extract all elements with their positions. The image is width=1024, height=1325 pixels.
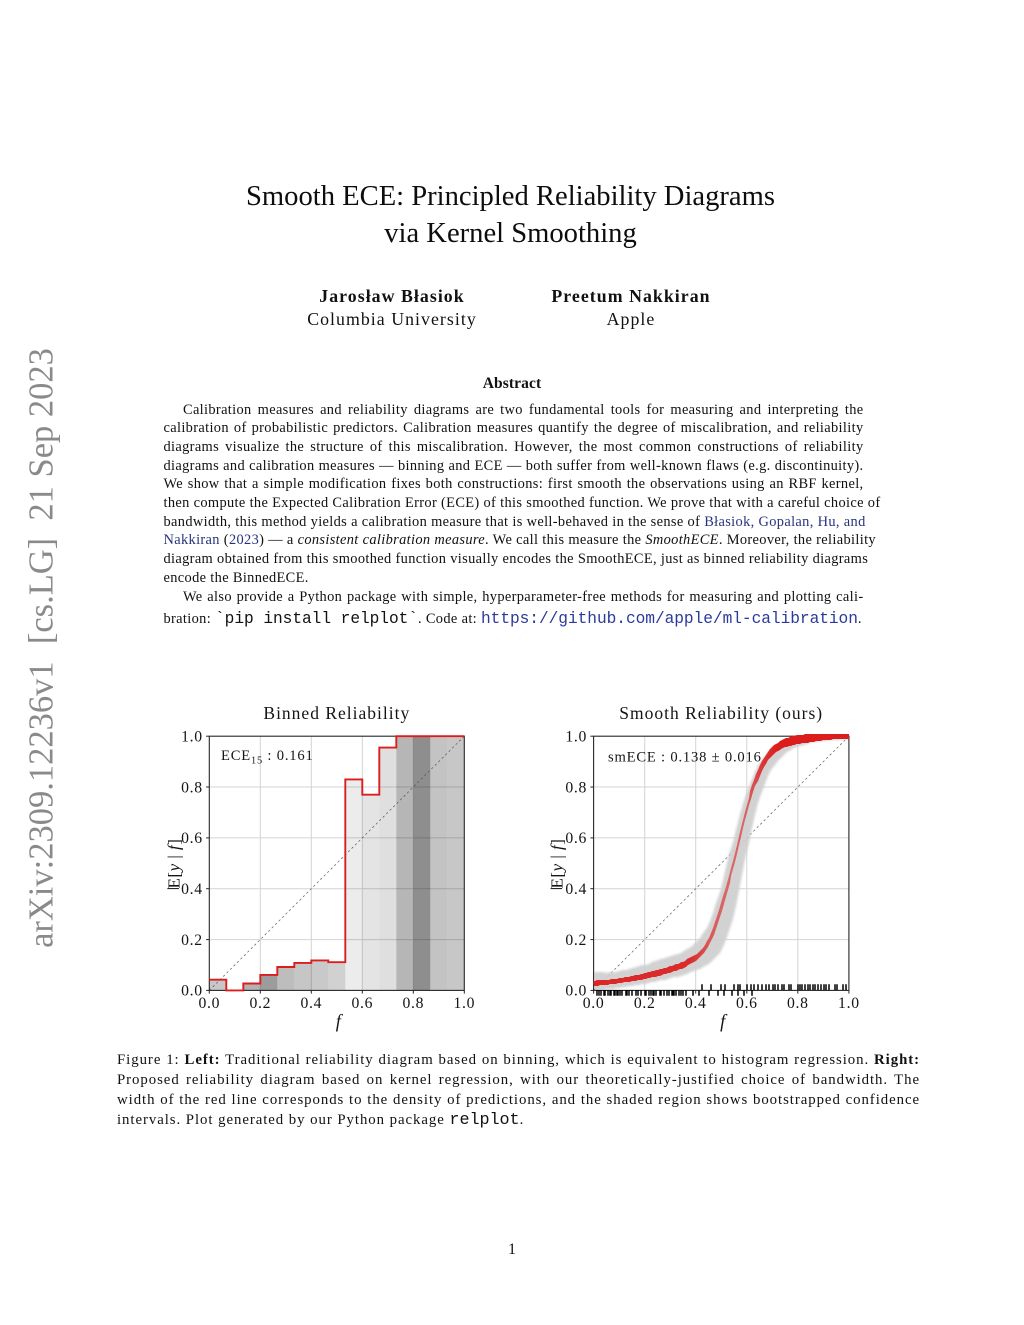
svg-text:0.6: 0.6	[181, 830, 203, 847]
svg-text:0.2: 0.2	[181, 932, 203, 949]
svg-text:smECE : 0.138 ± 0.016: smECE : 0.138 ± 0.016	[608, 750, 762, 766]
svg-text:f: f	[336, 1013, 344, 1033]
svg-text:1.0: 1.0	[838, 995, 860, 1012]
svg-text:E[y | f]: E[y | f]	[164, 839, 183, 889]
svg-text:0.8: 0.8	[402, 995, 424, 1012]
svg-text:0.2: 0.2	[634, 995, 656, 1012]
svg-text:1.0: 1.0	[565, 729, 587, 746]
svg-text:0.8: 0.8	[181, 779, 203, 796]
svg-text:Binned Reliability: Binned Reliability	[263, 703, 410, 723]
svg-text:0.6: 0.6	[736, 995, 758, 1012]
svg-text:0.2: 0.2	[565, 932, 587, 949]
svg-text:1.0: 1.0	[181, 729, 203, 746]
svg-text:Smooth Reliability (ours): Smooth Reliability (ours)	[619, 703, 823, 723]
svg-text:0.8: 0.8	[565, 779, 587, 796]
svg-text:0.8: 0.8	[787, 995, 809, 1012]
svg-text:0.4: 0.4	[565, 881, 587, 898]
svg-text:0.4: 0.4	[685, 995, 707, 1012]
svg-text:1.0: 1.0	[453, 995, 475, 1012]
svg-text:0.6: 0.6	[351, 995, 373, 1012]
svg-text:ECE15 : 0.161: ECE15 : 0.161	[221, 748, 314, 766]
svg-text:f: f	[720, 1013, 728, 1033]
svg-text:0.4: 0.4	[181, 881, 203, 898]
svg-text:0.0: 0.0	[583, 995, 605, 1012]
svg-text:0.4: 0.4	[300, 995, 322, 1012]
svg-text:0.6: 0.6	[565, 830, 587, 847]
svg-text:E[y | f]: E[y | f]	[548, 839, 567, 889]
svg-text:0.2: 0.2	[249, 995, 271, 1012]
svg-text:0.0: 0.0	[181, 983, 203, 1000]
svg-text:0.0: 0.0	[198, 995, 220, 1012]
svg-text:0.0: 0.0	[565, 983, 587, 1000]
